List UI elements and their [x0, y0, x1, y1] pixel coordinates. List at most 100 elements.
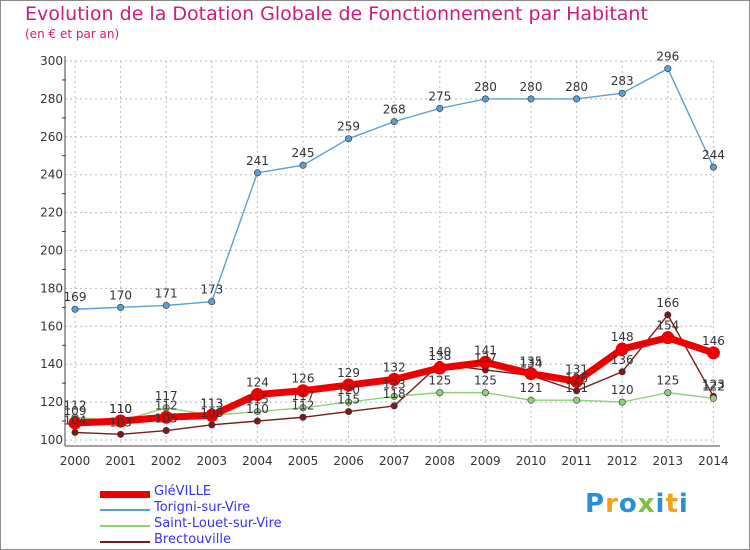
data-point-brectouville	[390, 402, 398, 410]
data-point-torigni-sur-vire	[436, 104, 444, 112]
legend-swatch-brectouville	[100, 541, 150, 543]
data-label-torigni-sur-vire: 280	[474, 80, 497, 94]
data-point-gleville	[524, 367, 538, 381]
data-label-saint-louet-sur-vire: 123	[383, 377, 406, 391]
data-point-torigni-sur-vire	[527, 95, 535, 103]
data-label-torigni-sur-vire: 173	[200, 283, 223, 297]
data-label-saint-louet-sur-vire: 125	[656, 374, 679, 388]
data-label-saint-louet-sur-vire: 120	[611, 383, 634, 397]
data-label-brectouville: 126	[565, 372, 588, 386]
x-tick-label: 2011	[561, 454, 592, 468]
data-label-gleville: 135	[520, 355, 543, 369]
x-tick-label: 2007	[379, 454, 410, 468]
data-point-gleville	[342, 378, 356, 392]
x-tick-label: 2000	[60, 454, 91, 468]
data-label-torigni-sur-vire: 268	[383, 103, 406, 117]
data-label-torigni-sur-vire: 169	[64, 290, 87, 304]
data-label-torigni-sur-vire: 296	[656, 50, 679, 64]
logo-letter: r	[605, 489, 619, 519]
data-point-gleville	[68, 416, 82, 430]
data-label-torigni-sur-vire: 244	[702, 148, 725, 162]
y-tick-label: 260	[40, 130, 63, 144]
y-tick-label: 220	[40, 206, 63, 220]
data-label-brectouville: 137	[474, 351, 497, 365]
data-point-gleville	[296, 384, 310, 398]
data-label-gleville: 112	[155, 398, 178, 412]
data-point-torigni-sur-vire	[709, 163, 717, 171]
data-point-torigni-sur-vire	[71, 305, 79, 313]
data-point-gleville	[570, 374, 584, 388]
data-point-brectouville	[299, 413, 307, 421]
data-label-torigni-sur-vire: 245	[292, 146, 315, 160]
data-label-brectouville: 136	[611, 353, 634, 367]
data-label-brectouville: 112	[292, 398, 315, 412]
data-point-brectouville	[618, 368, 626, 376]
chart-subtitle: (en € et par an)	[25, 27, 120, 41]
data-label-gleville: 154	[656, 319, 679, 333]
data-label-saint-louet-sur-vire: 110	[109, 402, 132, 416]
data-point-torigni-sur-vire	[390, 118, 398, 126]
data-point-saint-louet-sur-vire	[573, 396, 581, 404]
data-point-brectouville	[71, 428, 79, 436]
x-tick-label: 2013	[653, 454, 684, 468]
data-point-saint-louet-sur-vire	[390, 392, 398, 400]
data-label-saint-louet-sur-vire: 125	[428, 374, 451, 388]
data-point-gleville	[615, 342, 629, 356]
data-label-gleville: 131	[565, 362, 588, 376]
data-label-gleville: 113	[200, 396, 223, 410]
data-point-gleville	[706, 346, 720, 360]
line-chart: 100 120 140 160 180 200 220 240 260 280 300 2000 200…	[40, 50, 729, 468]
data-point-gleville	[114, 414, 128, 428]
data-label-brectouville: 110	[246, 402, 269, 416]
data-point-torigni-sur-vire	[481, 95, 489, 103]
data-label-saint-louet-sur-vire: 115	[246, 393, 269, 407]
data-label-gleville: 141	[474, 343, 497, 357]
data-label-saint-louet-sur-vire: 122	[702, 379, 725, 393]
data-label-gleville: 109	[64, 404, 87, 418]
data-label-brectouville: 105	[155, 412, 178, 426]
y-tick-label: 200	[40, 244, 63, 258]
data-labels: 104 103 105 108 110 112 115 118 140 137 134 126 136 1…	[64, 50, 725, 430]
x-tick-label: 2014	[698, 454, 729, 468]
data-point-brectouville	[117, 430, 125, 438]
data-label-torigni-sur-vire: 280	[520, 80, 543, 94]
data-point-saint-louet-sur-vire	[299, 404, 307, 412]
data-label-brectouville: 103	[109, 415, 132, 429]
data-label-gleville: 146	[702, 334, 725, 348]
data-label-gleville: 110	[109, 402, 132, 416]
chart-title: Evolution de la Dotation Globale de Fonc…	[25, 3, 648, 25]
data-label-gleville: 126	[292, 372, 315, 386]
data-point-brectouville	[345, 408, 353, 416]
data-point-brectouville	[162, 427, 170, 435]
logo-letter: P	[585, 489, 606, 519]
data-point-brectouville	[253, 417, 261, 425]
y-tick-label: 300	[40, 54, 63, 68]
x-tick-label: 2002	[151, 454, 182, 468]
y-tick-label: 240	[40, 168, 63, 182]
logo-letter: o	[618, 489, 638, 519]
legend-swatch-torigni	[100, 509, 150, 511]
data-point-saint-louet-sur-vire	[709, 394, 717, 402]
x-tick-label: 2006	[333, 454, 364, 468]
data-point-gleville	[159, 410, 173, 424]
data-label-torigni-sur-vire: 259	[337, 120, 360, 134]
data-point-gleville	[387, 372, 401, 386]
data-label-brectouville: 134	[520, 357, 543, 371]
x-tick-label: 2008	[425, 454, 456, 468]
data-label-saint-louet-sur-vire: 117	[155, 389, 178, 403]
legend-label-gleville: GléVILLE	[154, 484, 212, 499]
logo-letter: i	[678, 489, 689, 519]
data-label-gleville: 129	[337, 366, 360, 380]
data-label-saint-louet-sur-vire: 125	[474, 374, 497, 388]
data-point-torigni-sur-vire	[117, 303, 125, 311]
data-point-gleville	[661, 331, 675, 345]
data-label-gleville: 132	[383, 360, 406, 374]
data-label-saint-louet-sur-vire: 121	[520, 381, 543, 395]
data-point-torigni-sur-vire	[345, 135, 353, 143]
data-point-saint-louet-sur-vire	[481, 389, 489, 397]
data-point-torigni-sur-vire	[664, 65, 672, 73]
logo-letter: x	[637, 489, 656, 519]
data-point-saint-louet-sur-vire	[253, 408, 261, 416]
legend-label-brectouville: Brectouville	[154, 532, 231, 547]
data-label-gleville: 138	[428, 349, 451, 363]
